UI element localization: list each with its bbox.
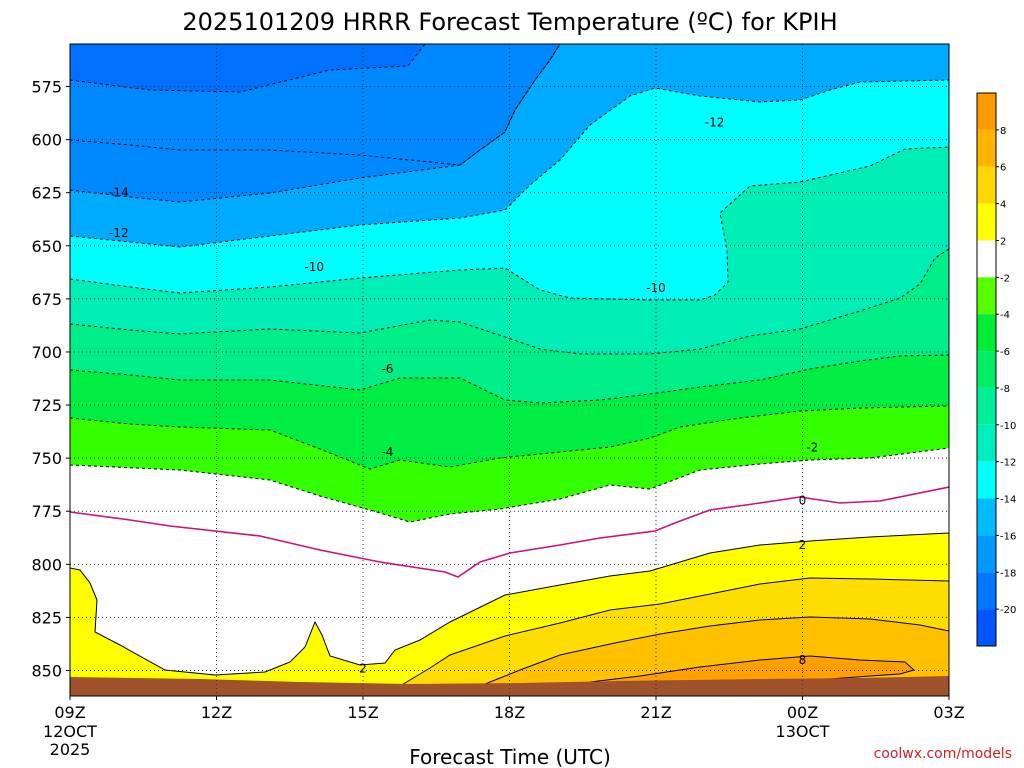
x-tick-label: 21Z — [640, 703, 671, 722]
colorbar: 8 6 4 2 -2 -4 -6 -8 -10 -12 -14 -16 -18 -20 — [976, 92, 1016, 647]
contour-label: -12 — [109, 226, 129, 240]
contour-label: -6 — [381, 362, 393, 376]
contour-label: -2 — [806, 441, 818, 455]
y-tick-label: 825 — [31, 608, 62, 627]
band-above-eight — [590, 656, 914, 682]
colorbar-label: -16 — [1000, 531, 1016, 542]
band-minus-18 — [70, 44, 425, 92]
colorbar-swatch — [977, 314, 996, 352]
ground-terrain — [70, 676, 949, 696]
y-tick-label: 725 — [31, 396, 62, 415]
contour-label: -10 — [304, 260, 324, 274]
contour-label: 2 — [799, 538, 807, 552]
colorbar-label: -10 — [1000, 421, 1016, 432]
y-tick-label: 575 — [31, 77, 62, 96]
colorbar-swatch — [977, 166, 996, 204]
y-tick-label: 600 — [31, 131, 62, 150]
colorbar-swatch — [977, 424, 996, 462]
contour-label: -4 — [381, 445, 393, 459]
colorbar-label: -4 — [1000, 310, 1010, 321]
plot-area — [70, 44, 949, 696]
y-tick-label: 800 — [31, 555, 62, 574]
colorbar-swatch — [977, 572, 996, 610]
colorbar-label: 2 — [1000, 236, 1006, 247]
y-tick-label: 700 — [31, 343, 62, 362]
contour-label: 0 — [799, 494, 807, 508]
x-tick-sublabel: 2025 — [50, 740, 91, 759]
colorbar-swatch — [977, 129, 996, 167]
contour-label: -10 — [646, 281, 666, 295]
y-tick-label: 775 — [31, 502, 62, 521]
zero-degree-contour — [70, 486, 949, 578]
colorbar-swatch — [977, 461, 996, 499]
colorbar-swatch — [977, 203, 996, 241]
credit-link[interactable]: coolwx.com/models — [874, 746, 1012, 762]
contour-label: 2 — [359, 661, 367, 675]
positive-contours — [70, 532, 949, 687]
colorbar-frame — [976, 92, 997, 647]
x-tick-label: 18Z — [494, 703, 525, 722]
colorbar-label: -12 — [1000, 458, 1016, 469]
y-tick-label: 650 — [31, 237, 62, 256]
negative-contours — [70, 44, 949, 523]
colorbar-swatch — [977, 277, 996, 315]
colorbar-swatch — [977, 240, 996, 278]
colorbar-label: 4 — [1000, 200, 1006, 211]
x-tick-sublabel: 12OCT — [43, 722, 97, 741]
colorbar-label: 8 — [1000, 126, 1006, 137]
colorbar-swatch — [977, 535, 996, 573]
x-axis-label: Forecast Time (UTC) — [409, 745, 611, 768]
colorbar-label: -18 — [1000, 568, 1016, 579]
colorbar-label: -6 — [1000, 347, 1010, 358]
x-tick-label: 12Z — [201, 703, 232, 722]
colorbar-label: 6 — [1000, 163, 1006, 174]
x-tick-sublabel: 13OCT — [776, 722, 830, 741]
contour-label: -12 — [705, 116, 725, 130]
colorbar-swatch — [977, 609, 996, 646]
y-tick-label: 625 — [31, 184, 62, 203]
chart-title: 2025101209 HRRR Forecast Temperature (ºC… — [182, 8, 837, 36]
x-tick-label: 09Z — [54, 703, 85, 722]
colorbar-label: -8 — [1000, 384, 1010, 395]
y-axis: 575 600 625 650 675 700 725 750 775 800 825 850 — [31, 77, 70, 681]
y-tick-label: 750 — [31, 449, 62, 468]
colorbar-swatch — [977, 93, 996, 130]
colorbar-label: -20 — [1000, 605, 1016, 616]
x-tick-label: 15Z — [347, 703, 378, 722]
x-tick-label: 03Z — [933, 703, 964, 722]
y-tick-label: 850 — [31, 662, 62, 681]
colorbar-swatch — [977, 387, 996, 425]
contour-label: -14 — [109, 186, 129, 200]
grid — [70, 44, 949, 696]
colorbar-swatch — [977, 351, 996, 388]
contour-label: 8 — [799, 653, 807, 667]
x-tick-label: 00Z — [787, 703, 818, 722]
y-tick-label: 675 — [31, 290, 62, 309]
colorbar-swatch — [977, 498, 996, 536]
contour-labels: -12 -14 -12 -10 -10 -6 -4 -2 0 2 2 8 — [109, 116, 818, 676]
colorbar-label: -2 — [1000, 273, 1010, 284]
colorbar-label: -14 — [1000, 495, 1016, 506]
